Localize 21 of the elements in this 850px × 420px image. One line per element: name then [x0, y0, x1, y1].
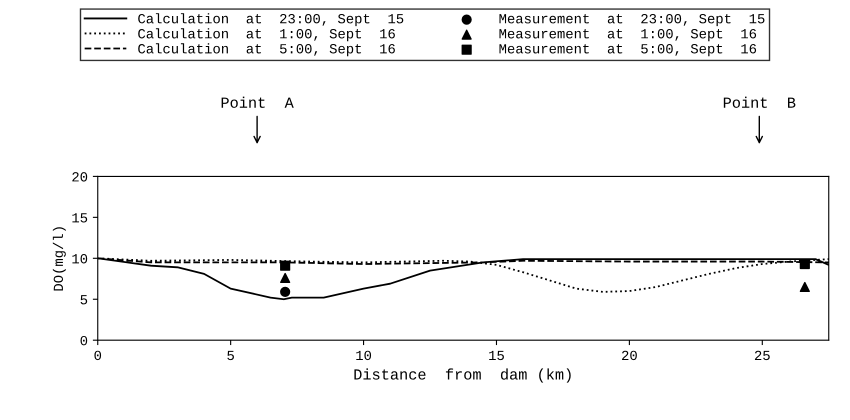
legend-label: Calculation at 1:00, Sept 16: [138, 28, 395, 42]
x-tick-label: 20: [622, 350, 637, 360]
y-tick-label: 15: [72, 213, 88, 223]
legend-label: Measurement at 1:00, Sept 16: [499, 29, 756, 42]
x-tick-label: 5: [227, 350, 234, 360]
y-tick-label: 5: [80, 295, 88, 304]
x-axis-title: Distance from dam (km): [354, 368, 571, 383]
x-tick-label: 10: [356, 350, 372, 360]
legend-label: Measurement at 23:00, Sept 15: [499, 14, 764, 26]
text: Point A: [222, 96, 294, 108]
y-tick-label: 10: [72, 254, 88, 264]
x-tick-label: 0: [94, 350, 102, 360]
text: Point B: [724, 96, 796, 108]
legend-label: Calculation at 5:00, Sept 16: [138, 43, 395, 56]
legend-label: Calculation at 23:00, Sept 15: [138, 13, 404, 26]
x-tick-label: 25: [754, 350, 770, 360]
legend-label: Measurement at 5:00, Sept 16: [499, 44, 756, 56]
y-axis-title: DO(mg/l): [52, 227, 66, 291]
y-tick-label: 20: [72, 172, 88, 182]
y-tick-label: 0: [80, 336, 88, 346]
x-tick-label: 15: [489, 350, 504, 360]
